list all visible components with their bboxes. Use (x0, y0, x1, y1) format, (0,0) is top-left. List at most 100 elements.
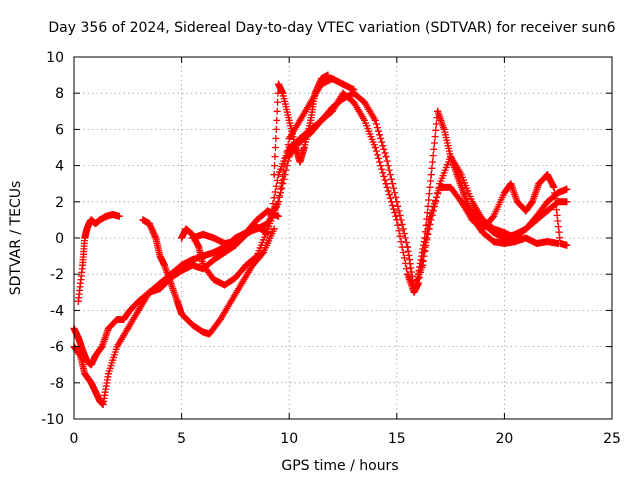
y-tick-label: -4 (50, 303, 64, 319)
data-point (296, 158, 304, 166)
data-point (522, 207, 530, 215)
data-point (74, 334, 82, 342)
data-point (361, 98, 369, 106)
series-track-4 (139, 216, 278, 338)
data-point (231, 274, 239, 282)
data-point (270, 171, 278, 179)
data-point (264, 225, 272, 233)
data-point (543, 207, 551, 215)
series-track-1 (70, 89, 571, 409)
data-point (317, 75, 325, 83)
data-point (113, 315, 121, 323)
data-point (543, 171, 551, 179)
data-point (556, 239, 564, 247)
data-point (490, 212, 498, 220)
data-point (434, 107, 442, 115)
data-point (350, 98, 358, 106)
data-point (199, 261, 207, 269)
data-point (410, 285, 418, 293)
y-tick-label: -6 (50, 340, 64, 356)
y-tick-label: 2 (55, 195, 64, 211)
x-tick-label: 20 (495, 431, 513, 447)
data-point (457, 198, 465, 206)
data-point (382, 153, 390, 161)
data-point (253, 223, 261, 231)
data-point (296, 116, 304, 124)
data-point (543, 198, 551, 206)
data-point (81, 234, 89, 242)
data-point (238, 279, 246, 287)
data-point (460, 189, 468, 197)
data-point (371, 144, 379, 151)
chart-title: Day 356 of 2024, Sidereal Day-to-day VTE… (48, 20, 615, 36)
data-point (274, 80, 282, 88)
data-point (500, 189, 508, 197)
data-point (113, 343, 121, 351)
data-point (221, 281, 229, 289)
data-point (156, 285, 164, 293)
data-point (119, 315, 127, 323)
data-point (102, 212, 110, 220)
series-track-3 (74, 210, 123, 305)
data-point (511, 238, 519, 246)
data-point (427, 171, 435, 179)
data-point (453, 171, 461, 179)
y-tick-label: -2 (50, 267, 64, 283)
data-point (87, 361, 95, 369)
x-tick-label: 10 (280, 431, 298, 447)
data-point (85, 220, 93, 228)
data-point (533, 212, 541, 220)
data-point (74, 297, 82, 305)
data-point (92, 352, 100, 360)
data-point (522, 225, 530, 233)
data-point (92, 220, 100, 228)
data-point (206, 330, 214, 338)
data-point (99, 401, 107, 409)
series-track-6 (188, 207, 282, 247)
data-point (173, 297, 181, 305)
data-point (511, 230, 519, 238)
data-point (339, 95, 347, 103)
data-point (98, 343, 106, 351)
data-point (115, 212, 123, 220)
data-point (522, 234, 530, 242)
y-tick-label: 0 (55, 231, 64, 247)
data-point (210, 234, 218, 242)
data-point (507, 180, 515, 188)
data-point (227, 297, 235, 305)
data-point (328, 75, 336, 83)
x-tick-label: 5 (177, 431, 186, 447)
data-point (135, 306, 143, 314)
data-point (195, 243, 203, 251)
data-point (361, 116, 369, 124)
series-track-9 (457, 171, 571, 249)
data-point (135, 297, 143, 305)
data-point (533, 239, 541, 247)
y-tick-label: 6 (55, 122, 64, 138)
data-point (253, 216, 261, 224)
data-point (447, 183, 455, 191)
data-point (270, 225, 278, 233)
data-point (242, 261, 250, 269)
data-point (178, 234, 186, 242)
data-point (563, 185, 571, 193)
data-point (259, 248, 267, 256)
data-point (139, 216, 147, 224)
data-point (152, 234, 160, 242)
data-point (500, 239, 508, 247)
data-point (382, 180, 390, 188)
data-point (528, 198, 536, 206)
y-tick-label: 4 (55, 159, 64, 175)
data-points (70, 71, 571, 409)
series-track-7 (270, 71, 332, 179)
data-point (479, 225, 487, 233)
data-point (167, 279, 175, 287)
data-point (188, 261, 196, 269)
data-point (274, 198, 282, 206)
data-point (393, 198, 401, 206)
y-tick-label: 8 (55, 86, 64, 102)
data-point (285, 153, 293, 161)
data-point (436, 183, 444, 191)
x-axis-label: GPS time / hours (281, 458, 398, 474)
